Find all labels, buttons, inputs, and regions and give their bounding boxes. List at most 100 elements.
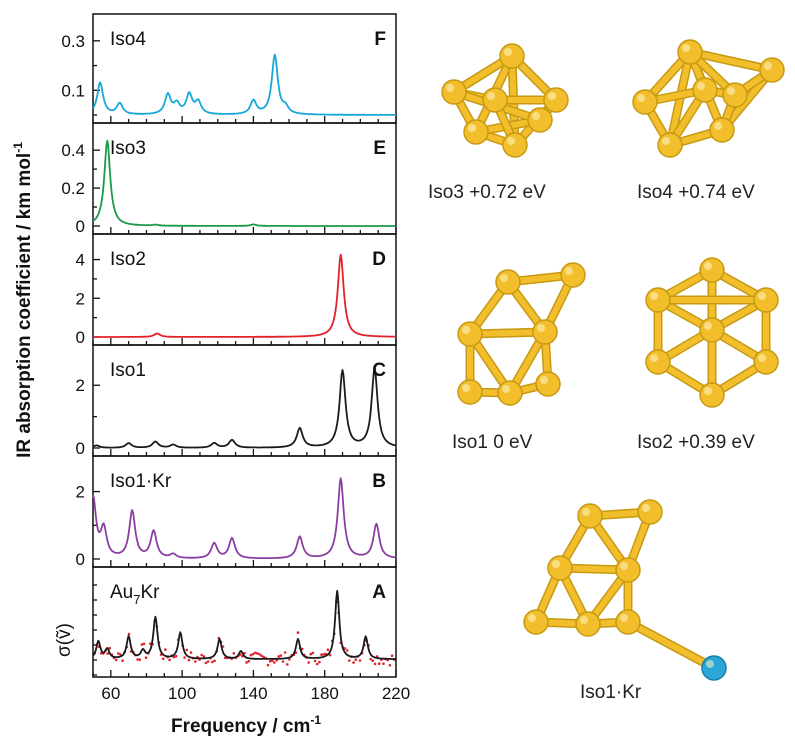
atom-highlight: [714, 122, 722, 130]
atom-highlight: [704, 322, 712, 330]
exp-data-point: [390, 654, 394, 657]
panel-F: 0.1 0.3 Iso4 F: [61, 13, 397, 124]
y-tick-label: 0: [76, 217, 85, 236]
panel-letter: B: [372, 471, 386, 492]
atom-highlight: [758, 292, 766, 300]
exp-data-point: [172, 655, 176, 659]
y-tick-label: 0: [76, 550, 85, 569]
atom-highlight: [500, 274, 508, 282]
gold-atom: [502, 132, 528, 158]
y-tick-label: 0.2: [61, 179, 85, 198]
atom-highlight: [704, 387, 712, 395]
exp-data-point: [202, 655, 206, 658]
gold-atom: [543, 87, 569, 113]
exp-data-point: [281, 660, 285, 663]
isomer-label: Iso2: [110, 249, 146, 270]
exp-data-point: [189, 651, 193, 654]
gold-atom: [645, 349, 671, 375]
atom-highlight: [637, 94, 645, 102]
exp-data-point: [127, 632, 131, 636]
exp-data-point: [117, 652, 120, 655]
exp-data-point: [136, 658, 139, 661]
gold-atom: [463, 119, 489, 145]
y-tick-label: 2: [76, 289, 85, 308]
gold-atom: [699, 317, 725, 343]
atom-highlight: [697, 82, 705, 90]
atom-highlight: [528, 614, 536, 622]
atom-highlight: [682, 44, 690, 52]
y-tick-label: 4: [76, 251, 85, 270]
spectrum-line: [92, 589, 397, 660]
panel-A: 60 100 140 180 220 Au7Kr A: [92, 566, 410, 703]
exp-data-point: [354, 658, 358, 661]
exp-data-point: [307, 661, 311, 664]
gold-atom: [709, 117, 735, 143]
gold-atom: [615, 609, 641, 635]
gold-atom: [753, 287, 779, 313]
exp-data-point: [268, 659, 272, 663]
exp-data-point: [348, 659, 351, 662]
exp-data-point: [369, 657, 373, 661]
atom-highlight: [620, 562, 628, 570]
y-axis-label: IR absorption coefficient / km mol-1: [11, 142, 35, 458]
panel-letter: A: [372, 582, 386, 603]
x-tick-label: 180: [311, 684, 339, 703]
gold-atom: [677, 39, 703, 65]
atom-highlight: [507, 137, 515, 145]
exp-data-point: [119, 653, 122, 656]
gold-atom: [497, 380, 523, 406]
panel-C: 0 2 Iso1 C: [76, 344, 397, 458]
gold-atom: [523, 609, 549, 635]
exp-data-point: [213, 659, 216, 663]
cluster-iso2: [645, 257, 779, 408]
gold-atom: [457, 321, 483, 347]
atom-highlight: [727, 87, 735, 95]
gold-atom: [482, 87, 508, 113]
exp-data-point: [255, 652, 259, 655]
exp-data-point: [373, 662, 377, 666]
gold-atom: [577, 503, 603, 529]
panel-B: 0 2 Iso1·Kr B: [76, 455, 397, 569]
panel-letter: E: [373, 138, 386, 159]
gold-atom: [699, 257, 725, 283]
gold-atom: [457, 379, 483, 405]
atom-highlight: [502, 385, 510, 393]
exp-data-point: [352, 661, 355, 664]
exp-y-label: σ(ṽ): [54, 623, 75, 657]
exp-data-point: [194, 660, 197, 663]
gold-atom: [575, 611, 601, 637]
exp-data-point: [232, 652, 236, 655]
exp-data-point: [313, 659, 317, 663]
gold-atom: [657, 132, 683, 158]
krypton-atom: [701, 655, 727, 681]
atom-highlight: [537, 324, 545, 332]
atom-highlight: [504, 48, 512, 56]
gold-atom: [722, 82, 748, 108]
isomer-label: Iso4: [110, 29, 146, 50]
atom-highlight: [468, 124, 476, 132]
atom-highlight: [650, 354, 658, 362]
exp-data-point: [345, 649, 349, 652]
exp-data-point: [309, 652, 313, 656]
exp-data-point: [343, 647, 347, 650]
exp-data-point: [164, 648, 167, 651]
spectrum-line: [92, 53, 396, 116]
cluster-iso1kr: [523, 499, 727, 681]
isomer-label: Iso3: [110, 138, 146, 159]
exp-data-point: [315, 662, 319, 666]
exp-data-point: [140, 643, 144, 646]
caption-iso4: Iso4 +0.74 eV: [637, 182, 755, 203]
exp-data-point: [161, 657, 165, 661]
exp-data-point: [204, 661, 208, 665]
exp-data-point: [311, 651, 315, 655]
exp-data-point: [245, 661, 248, 664]
exp-data-point: [108, 646, 112, 650]
gold-atom: [535, 371, 561, 397]
atom-highlight: [662, 137, 670, 145]
gold-atom: [645, 287, 671, 313]
bond-highlight: [687, 49, 775, 73]
caption-iso1kr: Iso1·Kr: [580, 682, 642, 703]
atom-highlight: [650, 292, 658, 300]
exp-data-point: [187, 658, 191, 662]
